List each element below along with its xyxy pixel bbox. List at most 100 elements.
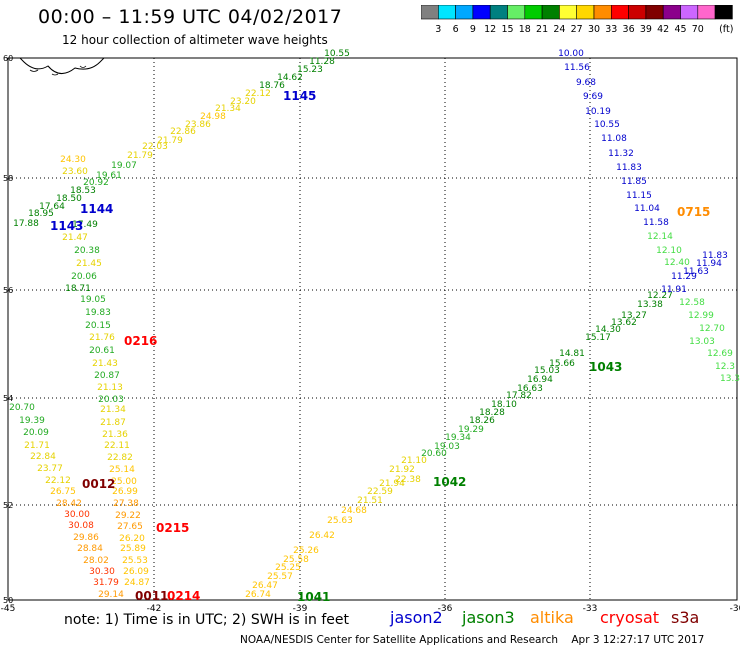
swh-value: 21.51: [357, 496, 383, 506]
swh-value: 18.71: [65, 284, 91, 294]
swh-value: 20.09: [23, 428, 49, 438]
swh-value: 12.99: [688, 311, 714, 321]
scale-label: 27: [571, 24, 583, 35]
swh-value: 19.07: [111, 161, 137, 171]
satellite-name-s3a: s3a: [671, 608, 700, 627]
swh-value: 22.12: [45, 476, 71, 486]
swh-value: 11.85: [621, 177, 647, 187]
scale-label: 36: [623, 24, 635, 35]
satellite-name-jason3: jason3: [462, 608, 515, 627]
swh-value: 25.89: [120, 544, 146, 554]
swh-value: 18.50: [56, 194, 82, 204]
scale-swatch: [714, 5, 733, 20]
swh-value: 22.11: [104, 441, 130, 451]
swh-value: 11.28: [309, 57, 335, 67]
swh-value: 21.45: [76, 259, 102, 269]
scale-label: 70: [692, 24, 704, 35]
lat-label: 52: [3, 501, 13, 510]
swh-value: 15.23: [297, 65, 323, 75]
swh-value: 9.69: [583, 92, 603, 102]
swh-value: 16.94: [527, 375, 553, 385]
time-label: 1042: [433, 475, 466, 489]
time-label: 0011: [135, 589, 168, 603]
swh-value: 21.76: [89, 333, 115, 343]
lon-label: -45: [1, 604, 16, 614]
swh-value: 19.29: [458, 425, 484, 435]
swh-value: 15.66: [549, 359, 575, 369]
swh-value: 19.61: [96, 171, 122, 181]
swh-value: 23.20: [230, 97, 256, 107]
swh-value: 21.34: [215, 104, 241, 114]
lat-label: 56: [3, 286, 13, 295]
time-label: 1145: [283, 89, 316, 103]
swh-value: 21.47: [62, 233, 88, 243]
swh-value: 12.70: [699, 324, 725, 334]
lon-label: -33: [583, 604, 598, 614]
time-label: 0214: [167, 589, 200, 603]
swh-value: 17.64: [39, 202, 65, 212]
swh-value: 23.86: [185, 120, 211, 130]
swh-value: 11.58: [643, 218, 669, 228]
swh-value: 21.79: [127, 151, 153, 161]
swh-value: 18.26: [469, 416, 495, 426]
swh-value: 19.39: [19, 416, 45, 426]
swh-value: 24.68: [341, 506, 367, 516]
swh-value: 22.12: [245, 89, 271, 99]
swh-value: 11.29: [671, 272, 697, 282]
lat-label: 54: [3, 394, 13, 403]
swh-value: 25.63: [327, 516, 353, 526]
lon-label: -30: [730, 604, 740, 614]
swh-value: 10.00: [558, 49, 584, 59]
swh-value: 20.38: [74, 246, 100, 256]
swh-value: 24.98: [200, 112, 226, 122]
time-label: 1143: [50, 219, 83, 233]
swh-value: 21.36: [102, 430, 128, 440]
swh-value: 30.30: [89, 567, 115, 577]
scale-label: 15: [501, 24, 513, 35]
scale-label: (ft): [719, 24, 733, 35]
coastline-islands: [29, 65, 87, 76]
lat-label: 58: [3, 174, 13, 183]
lat-label: 60: [3, 54, 13, 63]
swh-value: 22.38: [395, 475, 421, 485]
swh-value: 11.83: [616, 163, 642, 173]
swh-value: 21.10: [401, 456, 427, 466]
swh-value: 11.91: [661, 285, 687, 295]
swh-value: 25.26: [293, 546, 319, 556]
scale-label: 30: [588, 24, 600, 35]
time-label: 1041: [297, 590, 330, 604]
swh-value: 18.28: [479, 408, 505, 418]
swh-value: 27.38: [113, 499, 139, 509]
swh-value: 12.40: [664, 258, 690, 268]
swh-value: 11.63: [683, 267, 709, 277]
swh-value: 10.55: [324, 49, 350, 59]
satellite-name-jason2: jason2: [390, 608, 443, 627]
scale-label: 9: [470, 24, 476, 35]
swh-value: 29.14: [98, 590, 124, 600]
swh-value: 28.42: [56, 499, 82, 509]
swh-value: 20.92: [83, 178, 109, 188]
swh-value: 10.19: [585, 107, 611, 117]
time-label: 0216: [124, 334, 157, 348]
swh-value: 26.75: [50, 487, 76, 497]
swh-value: 12.69: [707, 349, 733, 359]
swh-value: 26.09: [123, 567, 149, 577]
swh-value: 19.34: [445, 433, 471, 443]
scale-label: 6: [453, 24, 459, 35]
scale-label: 39: [640, 24, 652, 35]
swh-value: 11.08: [601, 134, 627, 144]
scale-label: 33: [605, 24, 617, 35]
color-scale-legend: 3 6 9 12 15 18 21 24 27 30 33 36 39 42 45 70 (ft): [421, 5, 733, 35]
footer-credit: NOAA/NESDIS Center for Satellite Applica…: [240, 634, 704, 646]
swh-value: 26.99: [112, 487, 138, 497]
swh-value: 29.22: [115, 511, 141, 521]
swh-value: 12.14: [647, 232, 673, 242]
swh-value: 15.17: [585, 333, 611, 343]
swh-value: 25.00: [111, 477, 137, 487]
swh-value: 20.61: [89, 346, 115, 356]
map-frame: [7, 57, 738, 601]
page-subtitle: 12 hour collection of altimeter wave hei…: [62, 33, 328, 47]
swh-value: 14.30: [595, 325, 621, 335]
swh-value: 24.30: [60, 155, 86, 165]
